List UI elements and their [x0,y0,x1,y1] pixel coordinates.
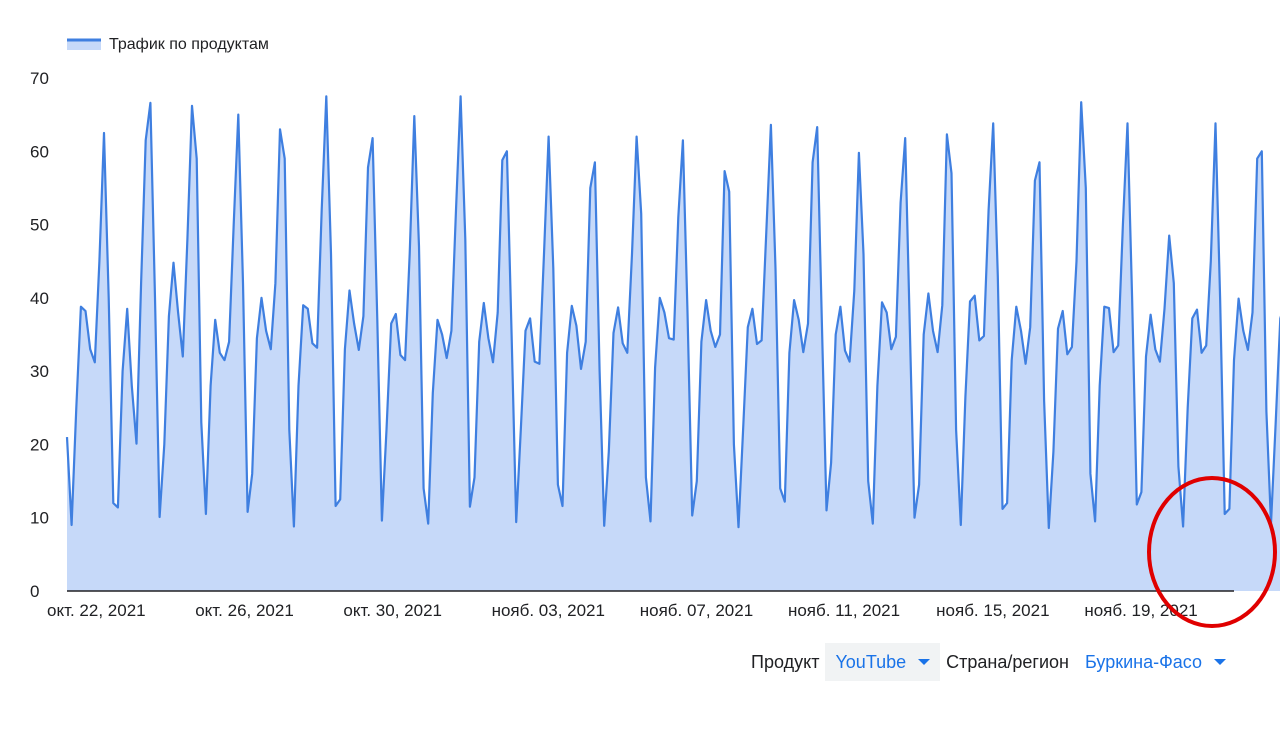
y-tick-label: 20 [30,435,49,454]
series-line [65,95,1280,530]
y-tick-label: 60 [30,142,49,161]
chevron-down-icon [1214,659,1226,665]
highlight-circle-annotation [1147,476,1277,628]
region-dropdown[interactable]: Буркина-Фасо [1075,643,1236,681]
x-tick-label: нояб. 11, 2021 [788,601,900,620]
x-axis-ticks: окт. 22, 2021 окт. 26, 2021 окт. 30, 2021 н… [47,601,1198,620]
filter-controls: Продукт YouTube Страна/регион Буркина-Фа… [751,643,1236,681]
x-tick-label: нояб. 03, 2021 [492,601,605,620]
product-dropdown[interactable]: YouTube [825,643,941,681]
legend-label: Трафик по продуктам [109,36,269,53]
chevron-down-icon [918,659,931,665]
y-tick-label: 70 [30,69,49,88]
y-tick-label: 0 [30,582,39,601]
product-label: Продукт [751,651,820,672]
y-tick-label: 10 [30,509,49,528]
region-label: Страна/регион [946,651,1069,672]
y-axis-ticks: 0 10 20 30 40 50 60 70 [30,69,49,601]
x-tick-label: окт. 30, 2021 [343,601,442,620]
x-tick-label: нояб. 15, 2021 [936,601,1049,620]
product-value: YouTube [835,651,907,672]
x-tick-label: нояб. 07, 2021 [640,601,753,620]
chart-legend: Трафик по продуктам [67,36,269,53]
x-tick-label: окт. 22, 2021 [47,601,146,620]
region-value: Буркина-Фасо [1084,651,1202,672]
x-tick-label: окт. 26, 2021 [195,601,294,620]
series-area [67,96,1280,591]
y-tick-label: 40 [30,289,49,308]
y-tick-label: 30 [30,362,49,381]
y-tick-label: 50 [30,216,49,235]
traffic-chart: Трафик по продуктам 0 10 20 30 40 50 60 70 окт.… [30,36,1280,628]
legend-swatch [67,39,101,50]
